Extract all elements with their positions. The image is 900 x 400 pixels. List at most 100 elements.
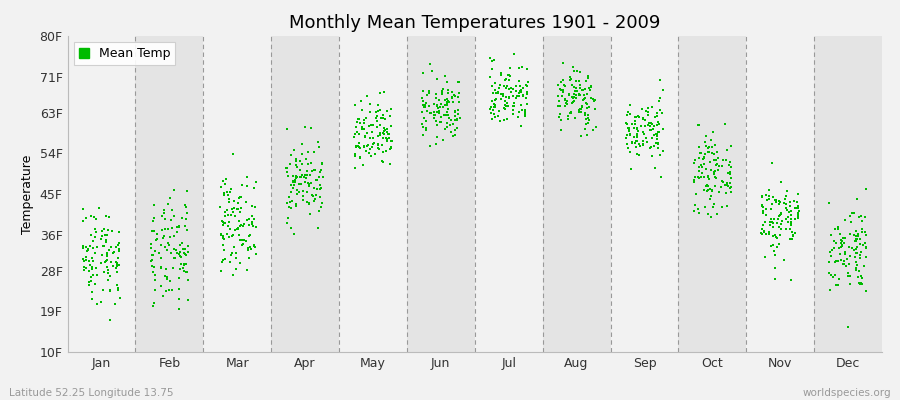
Mean Temp (589, 106, 603, 112)
Mean Temp (754, 203, 769, 209)
Mean Temp (700, 145, 715, 151)
Mean Temp (576, 86, 590, 93)
Mean Temp (284, 224, 299, 231)
Mean Temp (357, 116, 372, 123)
Mean Temp (362, 150, 376, 156)
Mean Temp (699, 182, 714, 188)
Mean Temp (720, 203, 734, 210)
Mean Temp (688, 156, 703, 163)
Mean Temp (294, 172, 309, 178)
Mean Temp (772, 201, 787, 207)
Mean Temp (651, 140, 665, 147)
Mean Temp (778, 216, 793, 222)
Mean Temp (297, 174, 311, 180)
Mean Temp (100, 257, 114, 264)
Mean Temp (382, 161, 397, 168)
Mean Temp (629, 144, 643, 150)
Mean Temp (720, 181, 734, 187)
Mean Temp (85, 274, 99, 281)
Mean Temp (567, 115, 581, 121)
Mean Temp (179, 216, 194, 222)
Mean Temp (577, 92, 591, 99)
Mean Temp (702, 144, 716, 150)
Mean Temp (586, 96, 600, 102)
Mean Temp (167, 233, 182, 240)
Mean Temp (109, 259, 123, 266)
Mean Temp (439, 98, 454, 105)
Mean Temp (499, 94, 513, 100)
Mean Temp (223, 258, 238, 265)
Mean Temp (111, 242, 125, 248)
Mean Temp (281, 173, 295, 180)
Mean Temp (563, 77, 578, 83)
Mean Temp (82, 282, 96, 288)
Mean Temp (759, 231, 773, 238)
Mean Temp (487, 111, 501, 117)
Mean Temp (629, 130, 643, 137)
Mean Temp (838, 235, 852, 241)
Mean Temp (724, 143, 738, 150)
Mean Temp (514, 86, 528, 93)
Mean Temp (220, 207, 234, 214)
Mean Temp (446, 133, 460, 140)
Mean Temp (572, 92, 587, 98)
Mean Temp (450, 124, 464, 131)
Mean Temp (691, 206, 706, 212)
Mean Temp (176, 246, 190, 252)
Mean Temp (630, 134, 644, 140)
Mean Temp (416, 69, 430, 76)
Mean Temp (358, 133, 373, 139)
Mean Temp (441, 106, 455, 112)
Mean Temp (708, 142, 723, 148)
Mean Temp (81, 268, 95, 274)
Mean Temp (181, 243, 195, 250)
Mean Temp (630, 126, 644, 133)
Mean Temp (222, 196, 237, 203)
Mean Temp (452, 99, 466, 105)
Mean Temp (586, 127, 600, 133)
Mean Temp (148, 272, 162, 278)
Mean Temp (650, 132, 664, 138)
Mean Temp (700, 188, 715, 194)
Mean Temp (761, 187, 776, 193)
Mean Temp (650, 133, 664, 140)
Mean Temp (716, 203, 730, 210)
Mean Temp (706, 157, 721, 163)
Mean Temp (109, 261, 123, 268)
Mean Temp (367, 150, 382, 157)
Mean Temp (692, 155, 706, 162)
Mean Temp (76, 245, 91, 252)
Mean Temp (573, 105, 588, 112)
Mean Temp (691, 168, 706, 174)
Mean Temp (760, 192, 774, 198)
Mean Temp (283, 199, 297, 205)
Mean Temp (216, 233, 230, 239)
Mean Temp (176, 264, 191, 271)
Mean Temp (485, 98, 500, 104)
Text: worldspecies.org: worldspecies.org (803, 388, 891, 398)
Mean Temp (621, 144, 635, 151)
Mean Temp (784, 216, 798, 222)
Mean Temp (299, 175, 313, 182)
Mean Temp (835, 242, 850, 248)
Mean Temp (553, 103, 567, 109)
Mean Temp (515, 64, 529, 70)
Mean Temp (217, 247, 231, 253)
Mean Temp (703, 186, 717, 192)
Mean Temp (843, 281, 858, 287)
Mean Temp (831, 223, 845, 230)
Mean Temp (710, 148, 724, 155)
Mean Temp (573, 106, 588, 112)
Mean Temp (841, 323, 855, 330)
Mean Temp (440, 102, 454, 109)
Mean Temp (859, 254, 873, 260)
Mean Temp (490, 90, 504, 97)
Mean Temp (701, 172, 716, 179)
Mean Temp (629, 133, 643, 139)
Mean Temp (696, 156, 710, 162)
Mean Temp (484, 103, 499, 110)
Mean Temp (518, 111, 532, 118)
Mean Temp (764, 205, 778, 212)
Mean Temp (778, 201, 793, 208)
Mean Temp (234, 194, 248, 200)
